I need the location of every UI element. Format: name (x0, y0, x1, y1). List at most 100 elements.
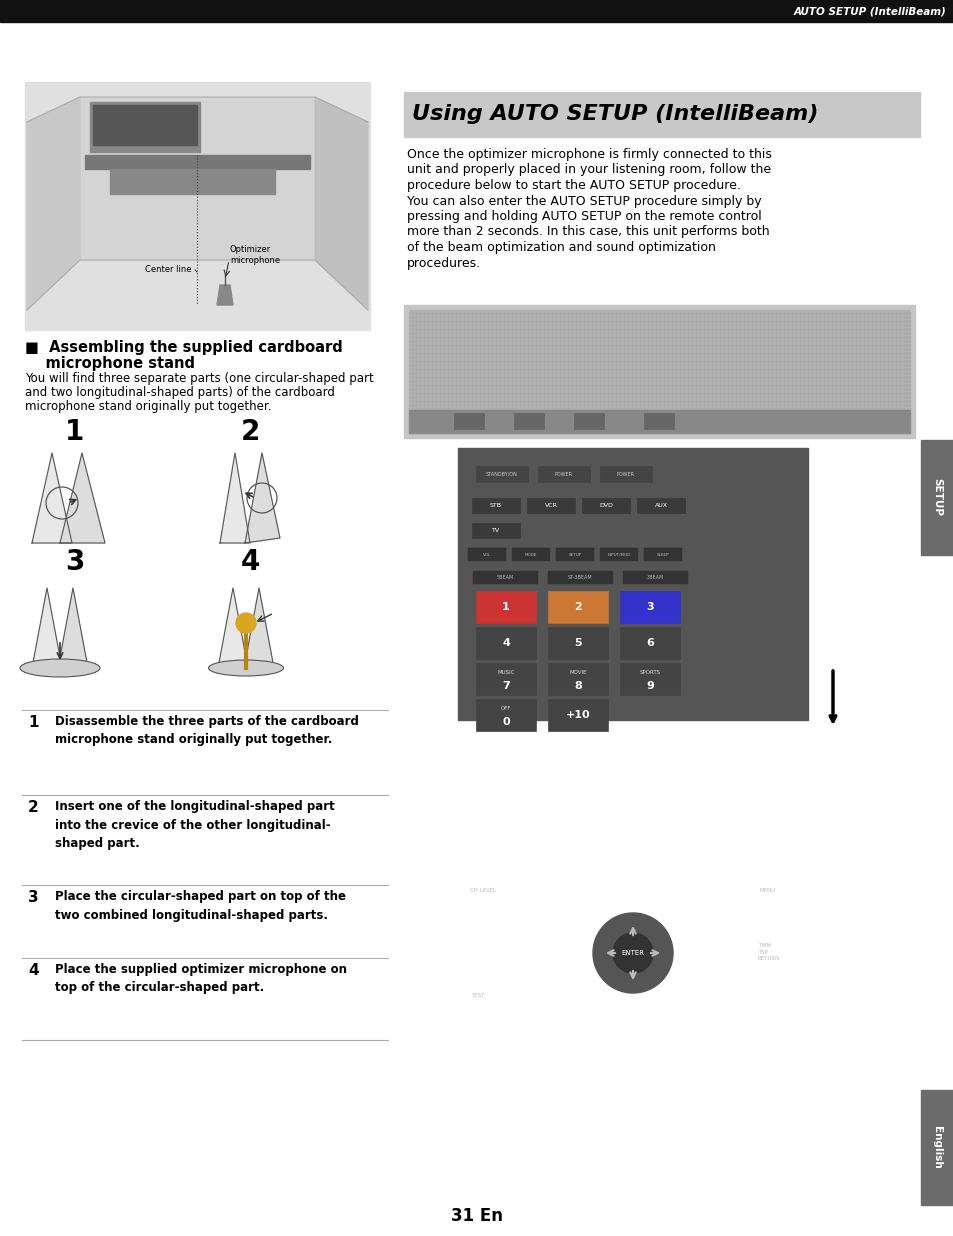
Bar (920, 440, 953, 555)
Text: 31 En: 31 En (451, 1208, 502, 1225)
Bar (547, 627, 607, 659)
Text: 1: 1 (28, 714, 38, 730)
Polygon shape (314, 96, 368, 310)
Bar (409, 310, 909, 413)
Bar (403, 305, 914, 438)
Text: 5: 5 (574, 638, 581, 648)
Bar (619, 627, 679, 659)
Polygon shape (220, 454, 250, 543)
Text: MENU: MENU (760, 887, 775, 892)
Text: 7: 7 (501, 681, 509, 691)
Text: ■  Assembling the supplied cardboard: ■ Assembling the supplied cardboard (25, 340, 342, 355)
Text: DVD: DVD (598, 503, 612, 508)
Text: 3: 3 (645, 602, 653, 612)
Text: 6: 6 (645, 638, 653, 648)
Text: 2: 2 (28, 800, 39, 815)
Text: ENTER: ENTER (620, 950, 644, 955)
Bar (547, 591, 607, 623)
Circle shape (613, 933, 652, 973)
Text: Insert one of the longitudinal-shaped part
into the crevice of the other longitu: Insert one of the longitudinal-shaped pa… (55, 800, 335, 850)
Bar (476, 627, 536, 659)
Bar (622, 571, 687, 583)
Bar (581, 498, 629, 513)
Circle shape (593, 913, 672, 993)
Bar (637, 498, 684, 513)
Text: VCR: VCR (544, 503, 557, 508)
Text: MODE: MODE (524, 552, 537, 556)
Text: 3BEAM: 3BEAM (646, 575, 663, 580)
Bar (574, 413, 603, 429)
Text: You will find three separate parts (one circular-shaped part: You will find three separate parts (one … (25, 372, 374, 384)
Bar (537, 466, 589, 482)
Text: microphone stand originally put together.: microphone stand originally put together… (25, 400, 272, 413)
Text: CH LEVEL: CH LEVEL (470, 887, 496, 892)
Text: pressing and holding AUTO SETUP on the remote control: pressing and holding AUTO SETUP on the r… (407, 210, 760, 222)
Text: POWER: POWER (617, 471, 635, 477)
Bar (472, 523, 519, 538)
Text: TWM
YSP
RETURN: TWM YSP RETURN (758, 943, 780, 962)
Bar (110, 169, 274, 194)
Bar (409, 410, 909, 433)
Text: microphone stand: microphone stand (25, 356, 194, 371)
Text: Place the circular-shaped part on top of the
two combined longitudinal-shaped pa: Place the circular-shaped part on top of… (55, 890, 346, 922)
Bar (476, 466, 527, 482)
Ellipse shape (20, 659, 100, 677)
Text: 1: 1 (501, 602, 509, 612)
Text: OFF: OFF (500, 706, 511, 711)
Text: 2: 2 (240, 418, 259, 446)
Bar (556, 548, 594, 561)
Text: of the beam optimization and sound optimization: of the beam optimization and sound optim… (407, 241, 715, 255)
Text: SLEEP: SLEEP (656, 552, 669, 556)
Text: Place the supplied optimizer microphone on
top of the circular-shaped part.: Place the supplied optimizer microphone … (55, 963, 347, 995)
Polygon shape (32, 588, 62, 667)
Text: +10: +10 (565, 709, 590, 721)
Text: AUTO SETUP (IntelliBeam): AUTO SETUP (IntelliBeam) (792, 6, 945, 16)
Text: Using AUTO SETUP (IntelliBeam): Using AUTO SETUP (IntelliBeam) (412, 105, 818, 125)
Text: 3: 3 (65, 548, 85, 576)
Bar (0, 0, 953, 22)
Bar (468, 548, 505, 561)
Bar (403, 91, 919, 137)
Text: more than 2 seconds. In this case, this unit performs both: more than 2 seconds. In this case, this … (407, 225, 769, 239)
Text: 5BEAM: 5BEAM (496, 575, 513, 580)
Bar (473, 571, 537, 583)
Polygon shape (58, 588, 88, 667)
Ellipse shape (209, 660, 283, 676)
Bar (619, 662, 679, 695)
Text: STANDBY/ON: STANDBY/ON (485, 471, 517, 477)
Text: 2: 2 (574, 602, 581, 612)
Bar (25, 82, 370, 330)
Bar (643, 548, 681, 561)
Text: 4: 4 (28, 963, 38, 978)
Polygon shape (216, 286, 233, 305)
Text: 1: 1 (66, 418, 85, 446)
Text: procedure below to start the AUTO SETUP procedure.: procedure below to start the AUTO SETUP … (407, 179, 740, 192)
Text: Once the optimizer microphone is firmly connected to this: Once the optimizer microphone is firmly … (407, 148, 771, 161)
Text: SETUP: SETUP (931, 478, 942, 517)
Bar (619, 591, 679, 623)
Text: English: English (931, 1126, 942, 1169)
Bar (547, 662, 607, 695)
Text: Optimizer
microphone: Optimizer microphone (230, 245, 280, 265)
Polygon shape (244, 588, 274, 667)
Text: AUX: AUX (654, 503, 667, 508)
Text: unit and properly placed in your listening room, follow the: unit and properly placed in your listeni… (407, 163, 770, 177)
Text: Center line: Center line (146, 266, 192, 274)
Bar (454, 413, 483, 429)
Bar (526, 498, 575, 513)
Bar (92, 105, 196, 145)
Bar (599, 466, 651, 482)
Text: VOL: VOL (482, 552, 491, 556)
Polygon shape (60, 454, 105, 543)
Circle shape (235, 613, 255, 633)
Bar (90, 103, 200, 152)
Text: Disassemble the three parts of the cardboard
microphone stand originally put tog: Disassemble the three parts of the cardb… (55, 714, 358, 747)
Text: SPORTS: SPORTS (639, 670, 659, 675)
Text: 8: 8 (574, 681, 581, 691)
Text: STB: STB (490, 503, 501, 508)
Bar (547, 700, 607, 730)
Text: You can also enter the AUTO SETUP procedure simply by: You can also enter the AUTO SETUP proced… (407, 194, 760, 208)
Text: 3: 3 (28, 890, 38, 905)
Text: MUSIC: MUSIC (497, 670, 515, 675)
Text: 9: 9 (645, 681, 653, 691)
